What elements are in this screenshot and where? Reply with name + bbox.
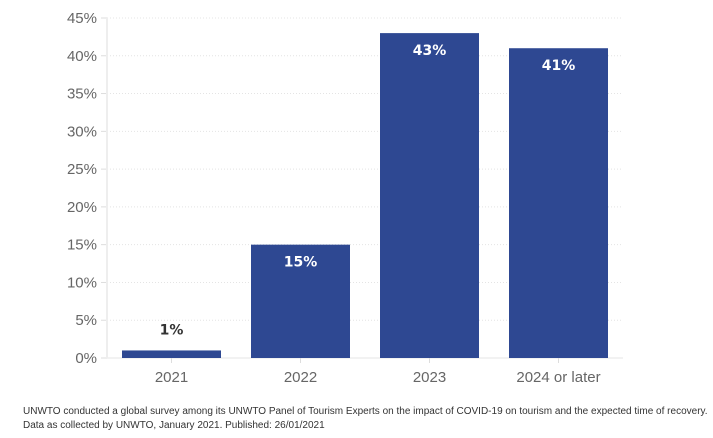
bar xyxy=(251,244,350,358)
x-tick-label: 2024 or later xyxy=(516,369,600,386)
data-label: 15% xyxy=(284,255,318,271)
y-tick-label: 5% xyxy=(75,312,97,329)
bar xyxy=(380,33,479,358)
bar xyxy=(509,48,608,358)
y-tick-label: 25% xyxy=(67,161,97,178)
y-tick-label: 10% xyxy=(67,274,97,291)
footnote-line-2: Data as collected by UNWTO, January 2021… xyxy=(23,420,325,431)
x-tick-label: 2022 xyxy=(284,369,317,386)
y-tick-label: 40% xyxy=(67,48,97,65)
y-tick-label: 0% xyxy=(75,350,97,367)
y-tick-label: 20% xyxy=(67,199,97,216)
data-label: 43% xyxy=(413,43,447,59)
footnote-line-1: UNWTO conducted a global survey among it… xyxy=(23,406,708,417)
data-label: 41% xyxy=(542,58,576,74)
bar-chart: 0% 5% 10% 15% 20% 25% 30% 35% 40% 45% 2021 1% 2022 15… xyxy=(67,10,623,386)
y-tick-label: 30% xyxy=(67,123,97,140)
x-tick-label: 2023 xyxy=(413,369,446,386)
y-tick-label: 45% xyxy=(67,10,97,27)
y-tick-label: 35% xyxy=(67,86,97,103)
data-label: 1% xyxy=(160,322,184,338)
bar xyxy=(122,350,221,358)
x-tick-label: 2021 xyxy=(155,369,188,386)
footnote: UNWTO conducted a global survey among it… xyxy=(23,405,708,433)
y-tick-label: 15% xyxy=(67,237,97,254)
